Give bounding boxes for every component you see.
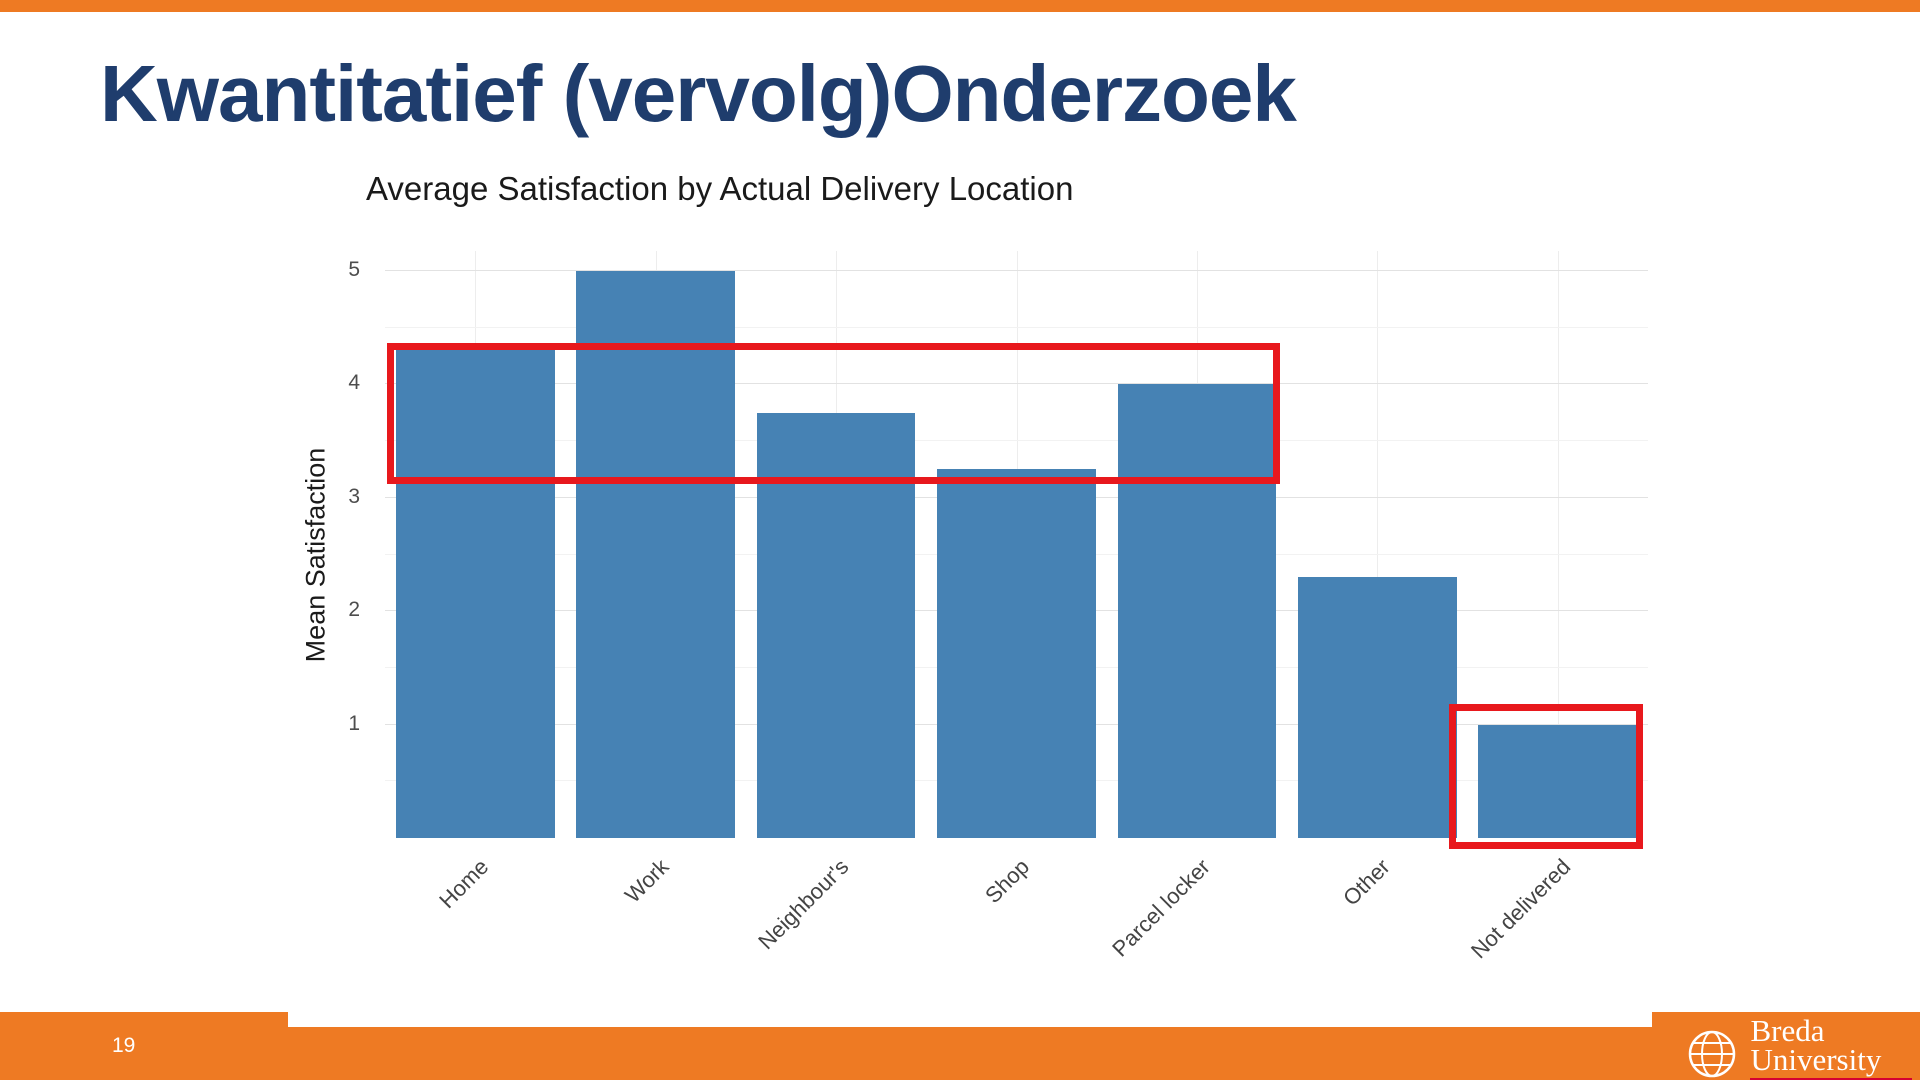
y-tick-label: 1 <box>348 711 360 735</box>
globe-icon <box>1689 1031 1736 1078</box>
x-label-slot: Home <box>385 844 565 1004</box>
chart-panel <box>385 251 1648 849</box>
logo-line-1: Breda <box>1750 1013 1825 1048</box>
x-axis-label: Home <box>433 854 493 914</box>
x-axis-label: Work <box>619 854 674 908</box>
annotation-rect-not-delivered <box>1449 704 1643 849</box>
bar-slot <box>565 271 745 838</box>
bar <box>1297 577 1457 838</box>
bar-slot <box>1468 271 1648 838</box>
gridline-v <box>1377 251 1379 838</box>
gridline-h-minor <box>385 326 1648 328</box>
bar <box>1478 724 1638 838</box>
chart-title: Average Satisfaction by Actual Delivery … <box>366 170 1074 207</box>
bar-slot <box>385 271 565 838</box>
x-label-slot: Other <box>1287 844 1467 1004</box>
annotation-rect-home-to-parcel-locker <box>387 343 1280 484</box>
gridline-h-major <box>385 270 1648 271</box>
bar-slot <box>1107 271 1287 838</box>
x-label-slot: Not delivered <box>1466 844 1648 1004</box>
y-tick-label: 3 <box>348 484 360 508</box>
x-label-slot: Parcel locker <box>1107 844 1287 1004</box>
y-tick-label: 5 <box>348 258 360 281</box>
gridline-h-minor <box>385 440 1648 442</box>
logo-line-2: University <box>1750 1042 1882 1078</box>
footer-divider <box>288 1012 1652 1027</box>
x-labels: Home Work Neighbour's Shop Parcel locker Othe… <box>385 844 1648 1004</box>
bar <box>395 350 555 838</box>
x-axis-label: Shop <box>980 854 1035 909</box>
bar-slot <box>1287 271 1467 838</box>
bar <box>937 469 1096 838</box>
x-axis-label: Neighbour's <box>753 854 854 955</box>
x-axis-label: Other <box>1338 854 1396 911</box>
x-label-slot: Shop <box>926 844 1106 1004</box>
x-axis-label: Not delivered <box>1466 854 1576 964</box>
bar <box>1117 384 1277 838</box>
gridline-h-major <box>385 383 1648 385</box>
bar <box>576 271 736 838</box>
y-tick-label: 4 <box>348 371 360 395</box>
page-title: Kwantitatief (vervolg)Onderzoek <box>100 49 1297 138</box>
x-label-slot: Work <box>565 844 745 1004</box>
y-ticks: 1 2 3 4 5 <box>305 258 360 838</box>
top-accent-bar <box>0 0 1920 12</box>
x-axis-label: Parcel locker <box>1106 854 1215 962</box>
y-tick-label: 2 <box>348 598 360 622</box>
x-label-slot: Neighbour's <box>746 844 926 1004</box>
breda-university-logo: Breda University OF APPLIED SCIENCES <box>1684 1013 1912 1080</box>
logo-text: Breda University OF APPLIED SCIENCES <box>1750 1013 1912 1080</box>
page-number: 19 <box>112 1034 136 1057</box>
gridline-v <box>1557 251 1559 838</box>
bar-slot <box>926 271 1106 838</box>
